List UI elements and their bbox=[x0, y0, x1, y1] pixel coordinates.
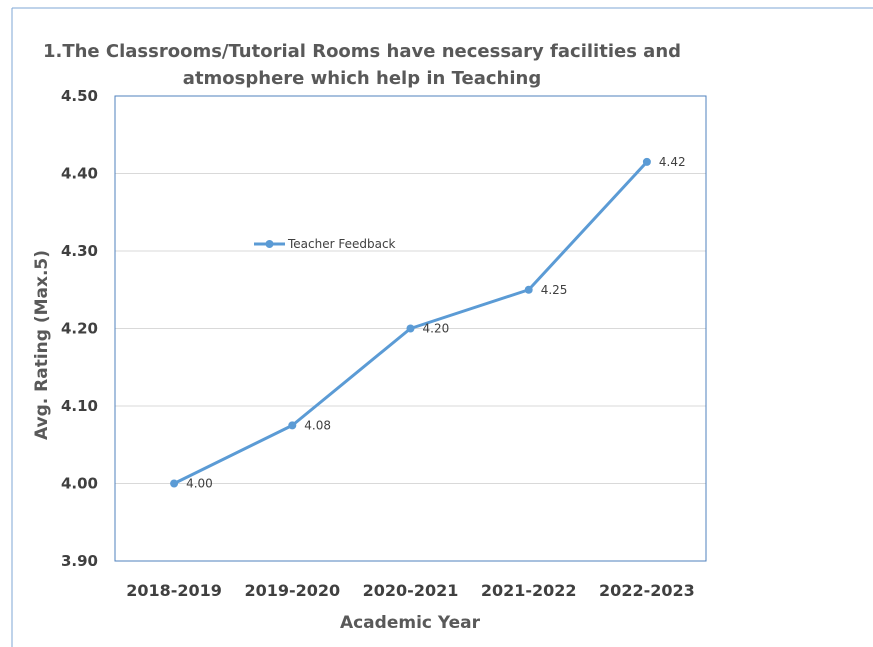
y-tick-label: 4.50 bbox=[61, 87, 98, 105]
y-tick-label: 4.20 bbox=[61, 320, 98, 338]
legend-label-teacher-feedback: Teacher Feedback bbox=[287, 237, 396, 251]
y-tick-label: 4.30 bbox=[61, 242, 98, 260]
y-tick-labels: 3.90 4.00 4.10 4.20 4.30 4.40 4.50 bbox=[61, 87, 98, 570]
x-tick-label: 2020-2021 bbox=[363, 581, 459, 600]
plot-area-border bbox=[114, 95, 707, 562]
data-point bbox=[642, 157, 651, 166]
y-tick-label: 4.00 bbox=[61, 475, 98, 493]
x-tick-label: 2018-2019 bbox=[126, 581, 222, 600]
data-label: 4.42 bbox=[659, 155, 686, 169]
x-tick-label: 2021-2022 bbox=[481, 581, 577, 600]
legend-marker-teacher-feedback bbox=[265, 240, 274, 248]
x-tick-label: 2022-2023 bbox=[599, 581, 695, 600]
x-tick-label: 2019-2020 bbox=[244, 581, 340, 600]
x-tick-labels: 2018-2019 2019-2020 2020-2021 2021-2022 2022… bbox=[126, 581, 695, 600]
data-point bbox=[288, 421, 297, 430]
data-label: 4.20 bbox=[423, 322, 450, 336]
data-point bbox=[406, 324, 415, 333]
data-label: 4.00 bbox=[186, 477, 213, 491]
x-axis-title: Academic Year bbox=[340, 613, 481, 633]
y-tick-label: 4.40 bbox=[61, 165, 98, 183]
series-line-teacher-feedback bbox=[173, 160, 649, 485]
series-layer: 4.00 4.08 4.20 4.25 4.42 bbox=[170, 155, 686, 491]
chart-title-line-1: 1.The Classrooms/Tutorial Rooms have nec… bbox=[43, 41, 681, 62]
chart-title-line-2: atmosphere which help in Teaching bbox=[183, 68, 541, 89]
data-point bbox=[524, 285, 533, 294]
legend: Teacher Feedback bbox=[254, 237, 396, 251]
data-point bbox=[170, 479, 179, 488]
y-tick-label: 4.10 bbox=[61, 397, 98, 415]
data-label: 4.25 bbox=[541, 283, 568, 297]
data-label: 4.08 bbox=[304, 418, 331, 432]
y-axis-title: Avg. Rating (Max.5) bbox=[32, 250, 52, 440]
y-tick-label: 3.90 bbox=[61, 552, 98, 570]
